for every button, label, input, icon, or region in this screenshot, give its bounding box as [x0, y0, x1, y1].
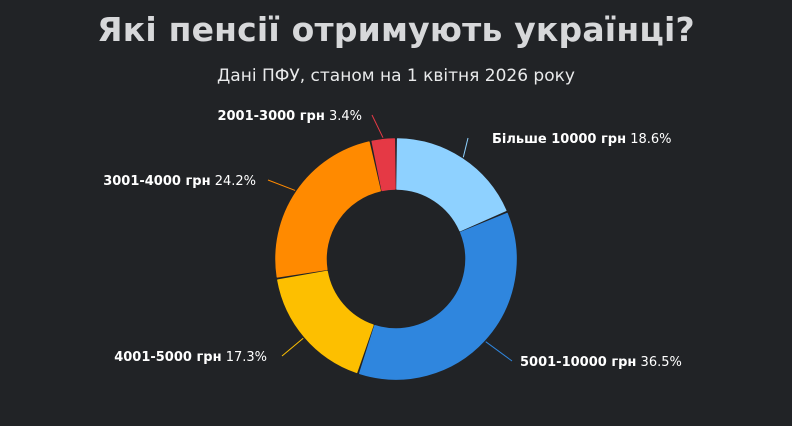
slice-labels: Більше 10000 грн 18.6% 5001-10000 грн 36.… — [103, 109, 682, 370]
leader-line-1 — [462, 137, 469, 158]
leader-line-4 — [267, 179, 296, 191]
slice-3 — [277, 270, 374, 374]
slice-label-name: Більше 10000 грн — [492, 132, 626, 147]
slice-4 — [275, 141, 381, 278]
slice-label-name: 5001-10000 грн — [520, 355, 636, 370]
slice-label-name: 2001-3000 грн — [217, 109, 324, 124]
slice-1 — [396, 138, 507, 232]
slice-label-4: 3001-4000 грн 24.2% — [103, 174, 256, 189]
slice-label-2: 5001-10000 грн 36.5% — [520, 355, 682, 370]
slice-label-value: 17.3% — [222, 350, 267, 365]
leader-line-5 — [371, 114, 384, 138]
slice-label-value: 24.2% — [211, 174, 256, 189]
chart-subtitle: Дані ПФУ, станом на 1 квітня 2026 року — [217, 66, 575, 86]
slice-2 — [359, 212, 517, 380]
slice-label-3: 4001-5000 грн 17.3% — [114, 350, 267, 365]
leader-lines — [267, 114, 513, 362]
slice-label-value: 36.5% — [636, 355, 681, 370]
slice-label-name: 3001-4000 грн — [103, 174, 210, 189]
slice-label-5: 2001-3000 грн 3.4% — [217, 109, 362, 124]
slice-label-name: 4001-5000 грн — [114, 350, 221, 365]
slice-label-value: 18.6% — [626, 132, 671, 147]
slice-5 — [371, 138, 396, 192]
chart-title: Які пенсії отримують українці? — [97, 10, 695, 49]
slice-label-value: 3.4% — [325, 109, 362, 124]
slice-label-1: Більше 10000 грн 18.6% — [492, 132, 672, 147]
leader-line-3 — [281, 337, 304, 357]
leader-line-2 — [485, 341, 513, 362]
donut-slices — [275, 138, 517, 380]
